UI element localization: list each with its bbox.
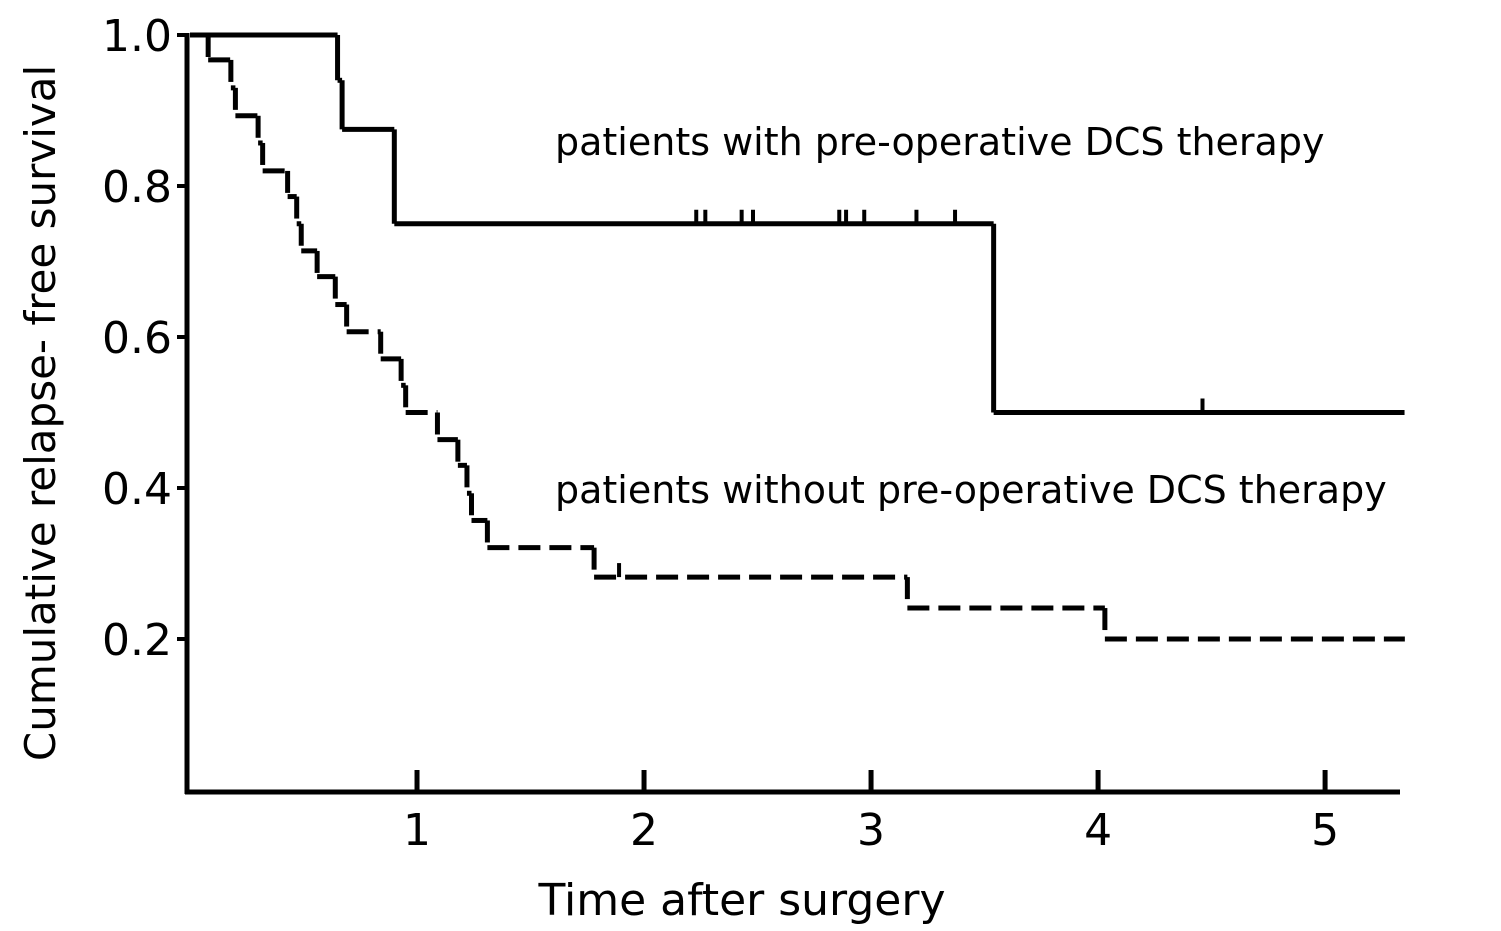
x-tick-label: 2: [630, 805, 658, 856]
annotation: patients without pre-operative DCS thera…: [555, 468, 1387, 512]
x-tick-label: 5: [1311, 805, 1339, 856]
y-axis-label: Cumulative relapse- free survival: [16, 65, 65, 761]
x-axis-label: Time after surgery: [538, 875, 946, 926]
y-tick-label: 0.2: [102, 615, 172, 666]
y-tick-label: 1.0: [102, 11, 172, 62]
y-tick-label: 0.4: [102, 464, 172, 515]
x-tick-label: 4: [1084, 805, 1112, 856]
x-tick-label: 3: [857, 805, 885, 856]
y-tick-label: 0.8: [102, 162, 172, 213]
y-tick-label: 0.6: [102, 313, 172, 364]
annotation: patients with pre-operative DCS therapy: [555, 120, 1324, 164]
x-tick-label: 1: [403, 805, 431, 856]
